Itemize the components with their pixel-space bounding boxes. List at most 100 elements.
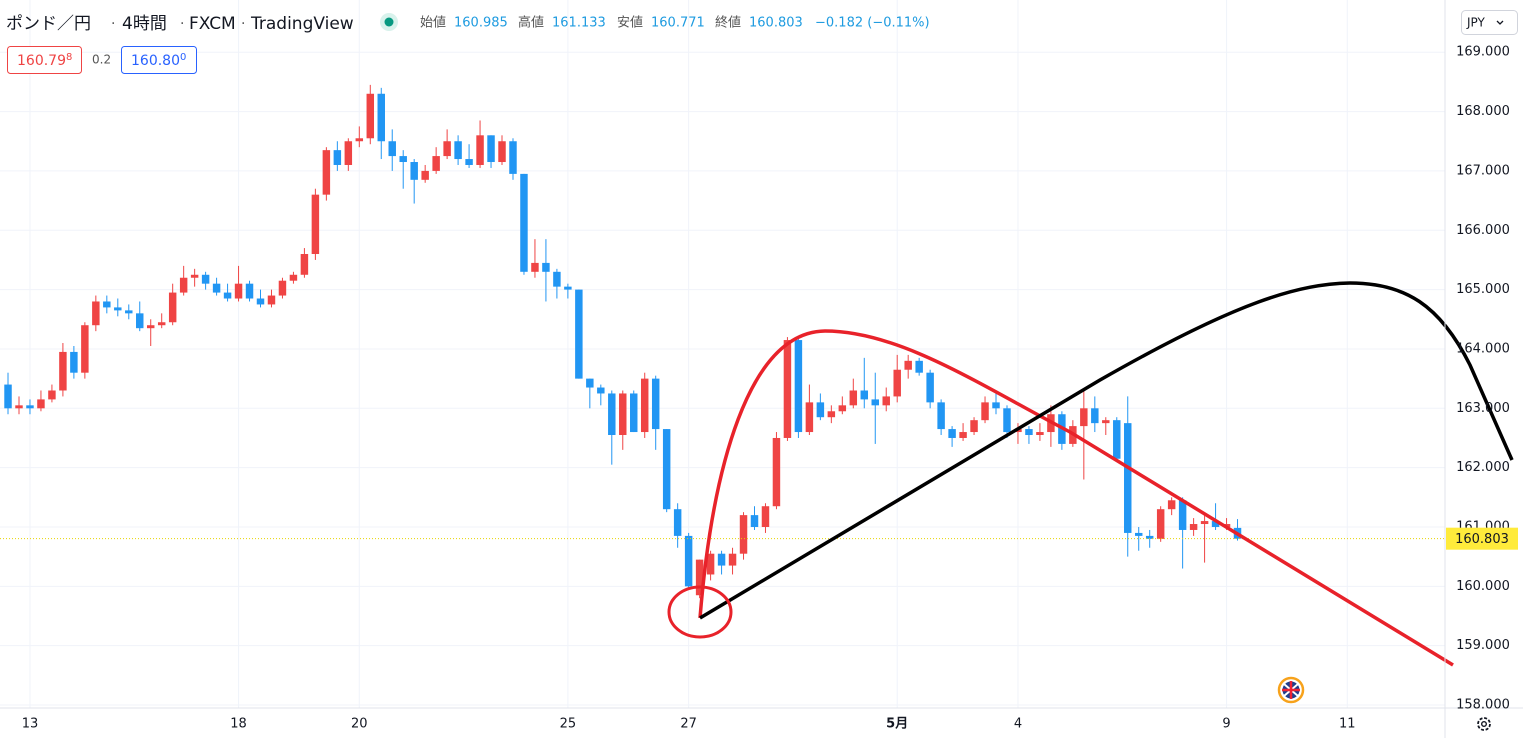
candle-body bbox=[157, 322, 166, 326]
bid-price[interactable]: 160.79 bbox=[17, 53, 66, 69]
y-tick-label: 165.000 bbox=[1456, 282, 1510, 297]
candle-body bbox=[970, 420, 978, 433]
candle-body bbox=[421, 170, 429, 180]
currency[interactable]: JPY bbox=[1466, 16, 1486, 30]
candle-body bbox=[728, 553, 737, 566]
y-tick-label: 158.000 bbox=[1456, 698, 1510, 713]
last-price-tag bbox=[1446, 527, 1518, 550]
candle-body bbox=[849, 390, 858, 406]
x-tick-label: 18 bbox=[230, 717, 247, 732]
candle-body bbox=[695, 559, 704, 596]
symbol: ポンド／円 bbox=[6, 14, 91, 34]
candle-body bbox=[432, 156, 440, 171]
ask[interactable]: 160.800 bbox=[131, 52, 186, 69]
candle-body bbox=[245, 283, 254, 299]
settings-hub[interactable] bbox=[1480, 721, 1487, 728]
candle-body bbox=[125, 310, 133, 314]
candle-body bbox=[794, 340, 803, 433]
settings[interactable] bbox=[1477, 717, 1491, 731]
candle-body bbox=[531, 262, 539, 272]
bid-box[interactable] bbox=[7, 46, 82, 74]
candle-body bbox=[333, 150, 342, 165]
high-value: 161.133 bbox=[552, 16, 606, 31]
candle-body bbox=[92, 301, 100, 326]
candle-body bbox=[981, 402, 989, 421]
candle-body bbox=[179, 277, 188, 293]
candle-body bbox=[673, 509, 682, 536]
x-tick-label: 13 bbox=[22, 717, 39, 732]
candle-body bbox=[684, 535, 693, 587]
candle-body bbox=[948, 429, 956, 438]
candle-body bbox=[1134, 532, 1143, 536]
candle-body bbox=[630, 393, 638, 433]
y-tick-label: 164.000 bbox=[1456, 341, 1510, 356]
candles bbox=[0, 84, 1445, 599]
candle-body bbox=[520, 173, 528, 272]
y-tick-label: 159.000 bbox=[1456, 638, 1510, 653]
low-label: 安値 bbox=[617, 15, 643, 31]
candle-body bbox=[662, 429, 671, 510]
candle-body bbox=[300, 254, 309, 275]
candle-body bbox=[114, 307, 122, 311]
candle-body bbox=[1156, 509, 1165, 539]
separator: · bbox=[241, 16, 245, 32]
candle-body bbox=[465, 159, 473, 165]
candle-body bbox=[915, 360, 923, 373]
bid-pip[interactable]: 8 bbox=[66, 52, 72, 63]
candle-body bbox=[26, 405, 34, 409]
ask-box[interactable] bbox=[121, 46, 197, 74]
candle-body bbox=[443, 141, 451, 157]
candle-body bbox=[640, 378, 649, 433]
candle-body bbox=[476, 135, 484, 165]
candle-body bbox=[168, 292, 177, 323]
chevron[interactable] bbox=[1496, 20, 1504, 25]
candle-body bbox=[59, 351, 67, 391]
candle-body bbox=[816, 402, 825, 418]
ask-price[interactable]: 160.80 bbox=[131, 53, 180, 69]
candle-body bbox=[772, 437, 781, 507]
drawing-circle bbox=[667, 585, 733, 639]
candle-body bbox=[805, 402, 814, 433]
low-value: 160.771 bbox=[651, 16, 705, 31]
separator: · bbox=[180, 16, 184, 32]
candle-body bbox=[860, 390, 869, 400]
candle-body bbox=[1200, 521, 1209, 525]
candle-body bbox=[70, 351, 78, 373]
candle-body bbox=[311, 194, 320, 255]
candle-body bbox=[267, 295, 276, 305]
candle-body bbox=[289, 274, 298, 281]
y-tick-label: 163.000 bbox=[1456, 401, 1510, 416]
candle-body bbox=[783, 340, 792, 438]
ask-pip[interactable]: 0 bbox=[180, 52, 186, 63]
candle-body bbox=[542, 262, 550, 272]
candle-body bbox=[399, 156, 407, 163]
candle-body bbox=[750, 515, 759, 527]
candle-body bbox=[992, 402, 1000, 409]
close-label: 終値 bbox=[715, 15, 741, 31]
y-tick-label: 169.000 bbox=[1456, 45, 1510, 60]
candle-body bbox=[410, 162, 418, 180]
candle-body bbox=[388, 141, 396, 157]
candle-body bbox=[509, 141, 517, 174]
candle-body bbox=[553, 271, 561, 287]
candle-body bbox=[223, 292, 232, 299]
candle-body bbox=[1080, 408, 1088, 427]
currency-button[interactable] bbox=[1461, 10, 1518, 35]
candle-body bbox=[959, 432, 967, 438]
candle-body bbox=[15, 405, 23, 409]
close-value: 160.803 bbox=[749, 16, 803, 31]
bid[interactable]: 160.798 bbox=[17, 52, 72, 69]
high-label: 高値 bbox=[518, 15, 544, 31]
candle-body bbox=[893, 369, 901, 397]
flag-cross bbox=[1282, 681, 1300, 699]
candle-body bbox=[1124, 423, 1132, 533]
candle-body bbox=[366, 93, 375, 139]
candle-body bbox=[136, 313, 144, 329]
axes: 158.000159.000160.000161.000162.000163.0… bbox=[22, 45, 1518, 732]
x-tick-label: 20 bbox=[351, 717, 368, 732]
candle-body bbox=[498, 141, 506, 163]
grid bbox=[0, 0, 1445, 708]
y-tick-label: 162.000 bbox=[1456, 460, 1510, 475]
x-tick-label: 27 bbox=[680, 717, 697, 732]
